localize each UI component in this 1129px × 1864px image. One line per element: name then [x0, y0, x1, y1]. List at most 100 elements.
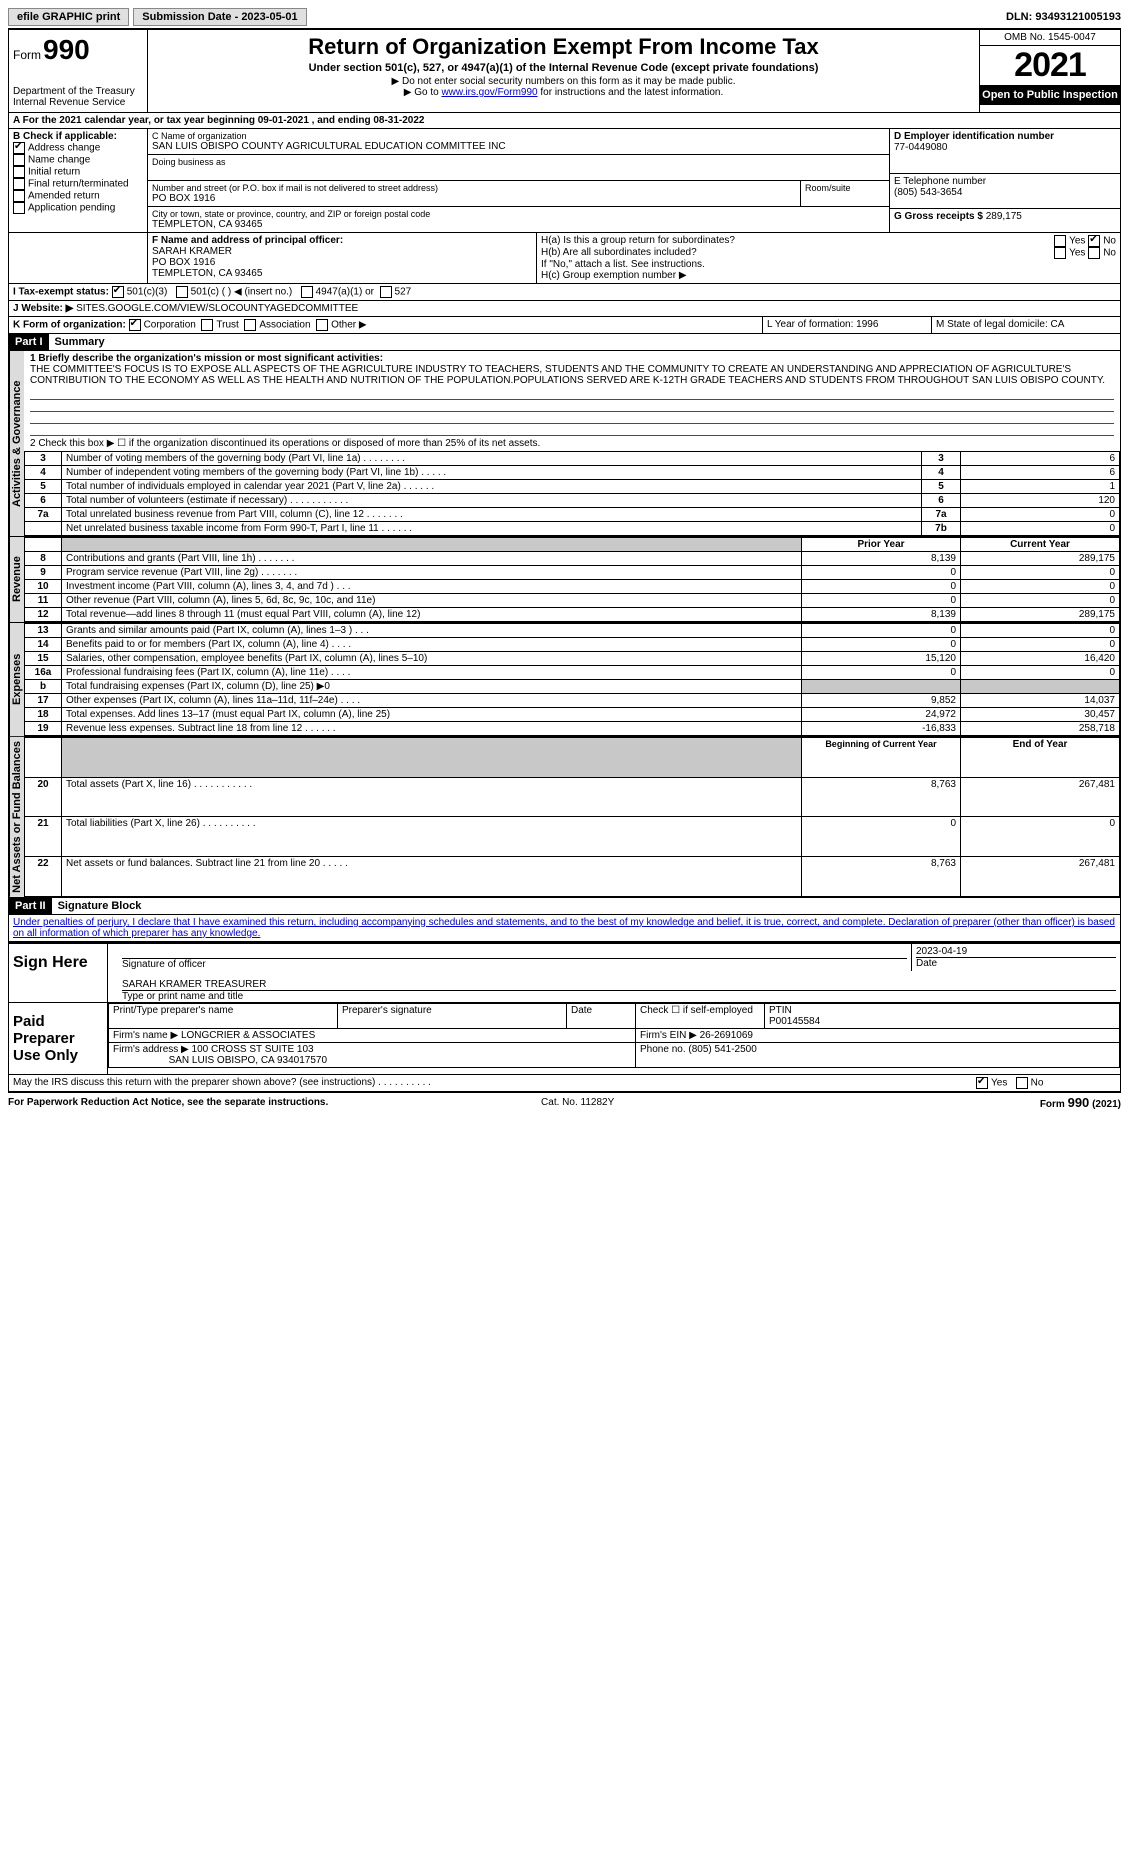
officer-name: SARAH KRAMER — [152, 246, 532, 257]
box-m: M State of legal domicile: CA — [932, 317, 1120, 333]
discuss-text: May the IRS discuss this return with the… — [13, 1077, 431, 1088]
ssn-note: ▶ Do not enter social security numbers o… — [152, 76, 975, 87]
addr-change-checkbox[interactable] — [13, 142, 25, 154]
discuss-yes-checkbox[interactable] — [976, 1077, 988, 1089]
app-pending-checkbox[interactable] — [13, 202, 25, 214]
preparer-table: Print/Type preparer's name Preparer's si… — [108, 1003, 1120, 1068]
tab-governance: Activities & Governance — [9, 351, 24, 536]
governance-table: 3Number of voting members of the governi… — [24, 451, 1120, 536]
form-header: Form 990 Department of the Treasury Inte… — [8, 30, 1121, 113]
part2-title: Signature Block — [52, 898, 148, 914]
ha-label: H(a) Is this a group return for subordin… — [541, 235, 735, 247]
527-checkbox[interactable] — [380, 286, 392, 298]
mission-text: THE COMMITTEE'S FOCUS IS TO EXPOSE ALL A… — [30, 364, 1114, 386]
summary-expenses: Expenses 13Grants and similar amounts pa… — [8, 623, 1121, 737]
ha-no-checkbox[interactable] — [1088, 235, 1100, 247]
dba-label: Doing business as — [152, 157, 885, 167]
tax-status-row: I Tax-exempt status: 501(c)(3) 501(c) ( … — [8, 284, 1121, 301]
street-label: Number and street (or P.O. box if mail i… — [152, 183, 796, 193]
summary-revenue: Revenue Prior YearCurrent Year8Contribut… — [8, 537, 1121, 623]
box-f-label: F Name and address of principal officer: — [152, 235, 532, 246]
form-org-row: K Form of organization: Corporation Trus… — [8, 317, 1121, 334]
top-bar: efile GRAPHIC print Submission Date - 20… — [8, 8, 1121, 30]
perjury-text: Under penalties of perjury, I declare th… — [8, 915, 1121, 942]
revenue-table: Prior YearCurrent Year8Contributions and… — [24, 537, 1120, 622]
submission-date-button[interactable]: Submission Date - 2023-05-01 — [133, 8, 306, 26]
initial-return-checkbox[interactable] — [13, 166, 25, 178]
4947-checkbox[interactable] — [301, 286, 313, 298]
line-a: A For the 2021 calendar year, or tax yea… — [8, 113, 1121, 129]
name-change-checkbox[interactable] — [13, 154, 25, 166]
discuss-row: May the IRS discuss this return with the… — [8, 1075, 1121, 1092]
ein-value: 77-0449080 — [894, 142, 1116, 153]
website-value: SITES.GOOGLE.COM/VIEW/SLOCOUNTYAGEDCOMMI… — [76, 303, 358, 314]
ha-yes-checkbox[interactable] — [1054, 235, 1066, 247]
expenses-table: 13Grants and similar amounts paid (Part … — [24, 623, 1120, 736]
501c3-checkbox[interactable] — [112, 286, 124, 298]
summary-netassets: Net Assets or Fund Balances Beginning of… — [8, 737, 1121, 898]
omb-number: OMB No. 1545-0047 — [980, 30, 1120, 46]
prep-date-label: Date — [567, 1003, 636, 1028]
firm-phone-label: Phone no. — [640, 1044, 686, 1055]
box-c-label: C Name of organization — [152, 131, 885, 141]
amended-checkbox[interactable] — [13, 190, 25, 202]
officer-street: PO BOX 1916 — [152, 257, 532, 268]
prep-sig-label: Preparer's signature — [338, 1003, 567, 1028]
prep-name-label: Print/Type preparer's name — [109, 1003, 338, 1028]
ptin-value: P00145584 — [769, 1016, 820, 1027]
form-footer: Form 990 (2021) — [1040, 1095, 1121, 1110]
firm-name-label: Firm's name ▶ — [113, 1030, 178, 1041]
box-i-label: I Tax-exempt status: — [13, 287, 109, 298]
dln-label: DLN: 93493121005193 — [1006, 11, 1121, 23]
page-footer: For Paperwork Reduction Act Notice, see … — [8, 1092, 1121, 1110]
box-e-label: E Telephone number — [894, 176, 1116, 187]
org-info-block: B Check if applicable: Address change Na… — [8, 129, 1121, 233]
self-emp-label: Check ☐ if self-employed — [636, 1003, 765, 1028]
irs-label: Internal Revenue Service — [13, 97, 143, 108]
hb-label: H(b) Are all subordinates included? — [541, 247, 697, 259]
firm-ein: 26-2691069 — [700, 1030, 753, 1041]
irs-link[interactable]: www.irs.gov/Form990 — [441, 87, 537, 98]
sig-date: 2023-04-19 — [916, 946, 1116, 957]
form-word: Form — [13, 48, 41, 62]
firm-ein-label: Firm's EIN ▶ — [640, 1030, 697, 1041]
firm-addr-label: Firm's address ▶ — [113, 1044, 189, 1055]
sig-date-label: Date — [916, 957, 1116, 969]
hb-yes-checkbox[interactable] — [1054, 247, 1066, 259]
hb-note: If "No," attach a list. See instructions… — [541, 259, 1116, 270]
form-number: 990 — [43, 34, 90, 66]
open-to-public: Open to Public Inspection — [980, 85, 1120, 105]
officer-city: TEMPLETON, CA 93465 — [152, 268, 532, 279]
city-label: City or town, state or province, country… — [152, 209, 885, 219]
assoc-checkbox[interactable] — [244, 319, 256, 331]
discuss-no-checkbox[interactable] — [1016, 1077, 1028, 1089]
sign-here-label: Sign Here — [9, 944, 108, 1002]
firm-addr1: 100 CROSS ST SUITE 103 — [192, 1044, 314, 1055]
website-row: J Website: ▶ SITES.GOOGLE.COM/VIEW/SLOCO… — [8, 301, 1121, 317]
phone-value: (805) 543-3654 — [894, 187, 1116, 198]
tab-netassets: Net Assets or Fund Balances — [9, 737, 24, 897]
officer-group-block: F Name and address of principal officer:… — [8, 233, 1121, 284]
name-title-label: Type or print name and title — [122, 990, 1116, 1002]
pra-notice: For Paperwork Reduction Act Notice, see … — [8, 1097, 328, 1108]
box-d-label: D Employer identification number — [894, 131, 1116, 142]
corp-checkbox[interactable] — [129, 319, 141, 331]
trust-checkbox[interactable] — [201, 319, 213, 331]
501c-checkbox[interactable] — [176, 286, 188, 298]
efile-print-button[interactable]: efile GRAPHIC print — [8, 8, 129, 26]
form-subtitle: Under section 501(c), 527, or 4947(a)(1)… — [152, 62, 975, 74]
box-g-label: G Gross receipts $ — [894, 211, 983, 222]
cat-no: Cat. No. 11282Y — [541, 1097, 614, 1108]
part1-header-row: Part I Summary — [8, 334, 1121, 351]
city-value: TEMPLETON, CA 93465 — [152, 219, 885, 230]
netassets-table: Beginning of Current YearEnd of Year20To… — [24, 737, 1120, 897]
hc-label: H(c) Group exemption number ▶ — [541, 270, 1116, 281]
final-return-checkbox[interactable] — [13, 178, 25, 190]
part1-title: Summary — [49, 334, 111, 350]
part1-badge: Part I — [9, 334, 49, 350]
other-checkbox[interactable] — [316, 319, 328, 331]
summary-governance: Activities & Governance 1 Briefly descri… — [8, 351, 1121, 537]
firm-phone: (805) 541-2500 — [688, 1044, 756, 1055]
hb-no-checkbox[interactable] — [1088, 247, 1100, 259]
officer-name-title: SARAH KRAMER TREASURER — [122, 979, 1116, 990]
